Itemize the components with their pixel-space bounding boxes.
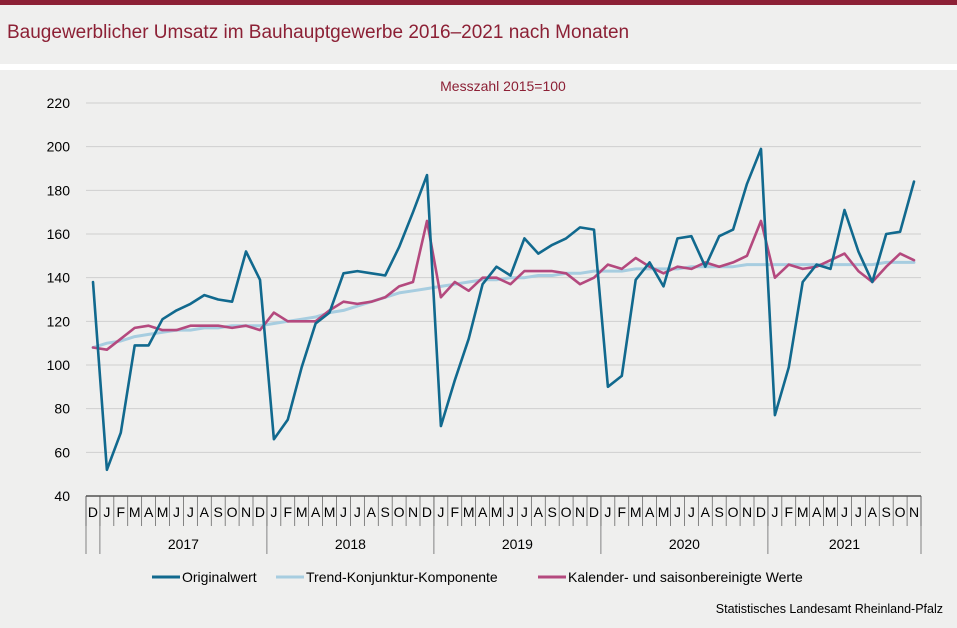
legend-label: Originalwert bbox=[182, 569, 257, 585]
series-lines bbox=[91, 147, 916, 472]
year-label: 2019 bbox=[502, 536, 533, 552]
legend-label: Trend-Konjunktur-Komponente bbox=[306, 569, 498, 585]
month-label: A bbox=[812, 504, 822, 520]
month-label: A bbox=[478, 504, 488, 520]
y-tick-label: 160 bbox=[47, 226, 71, 242]
month-label: J bbox=[507, 504, 514, 520]
month-label: M bbox=[157, 504, 169, 520]
gridlines bbox=[86, 102, 921, 453]
legend-label: Kalender- und saisonbereinigte Werte bbox=[568, 569, 803, 585]
month-label: N bbox=[575, 504, 585, 520]
month-label: A bbox=[645, 504, 655, 520]
month-label: F bbox=[618, 504, 627, 520]
year-label: 2018 bbox=[335, 536, 366, 552]
month-label: A bbox=[868, 504, 878, 520]
month-label: J bbox=[354, 504, 361, 520]
month-label: O bbox=[728, 504, 739, 520]
brand-top-bar bbox=[0, 0, 957, 5]
month-label: M bbox=[658, 504, 670, 520]
legend: Originalwert Trend-Konjunktur-Komponente K… bbox=[152, 569, 803, 585]
month-label: F bbox=[451, 504, 460, 520]
month-label: A bbox=[367, 504, 377, 520]
month-label: N bbox=[742, 504, 752, 520]
month-label: S bbox=[214, 504, 223, 520]
month-label: F bbox=[117, 504, 126, 520]
header-separator bbox=[0, 64, 957, 70]
chart-title: Baugewerblicher Umsatz im Bauhauptgewerb… bbox=[7, 22, 630, 43]
month-label: A bbox=[701, 504, 711, 520]
month-label: S bbox=[715, 504, 724, 520]
month-label: A bbox=[144, 504, 154, 520]
month-label: M bbox=[491, 504, 503, 520]
month-label: J bbox=[270, 504, 277, 520]
month-label: J bbox=[340, 504, 347, 520]
month-label: D bbox=[756, 504, 766, 520]
month-label: J bbox=[841, 504, 848, 520]
month-label: J bbox=[688, 504, 695, 520]
month-label: O bbox=[394, 504, 405, 520]
year-label: 2020 bbox=[669, 536, 700, 552]
y-tick-label: 180 bbox=[47, 182, 71, 198]
y-tick-label: 100 bbox=[47, 357, 71, 373]
month-label: D bbox=[589, 504, 599, 520]
month-label: M bbox=[129, 504, 141, 520]
month-label: J bbox=[674, 504, 681, 520]
month-label: A bbox=[200, 504, 210, 520]
y-tick-label: 220 bbox=[47, 95, 71, 111]
month-label: J bbox=[521, 504, 528, 520]
month-label: N bbox=[241, 504, 251, 520]
month-label: M bbox=[797, 504, 809, 520]
series-line-adjusted bbox=[91, 219, 916, 352]
y-tick-label: 200 bbox=[47, 139, 71, 155]
month-label: S bbox=[381, 504, 390, 520]
month-label: M bbox=[324, 504, 336, 520]
month-label: J bbox=[855, 504, 862, 520]
month-label: A bbox=[311, 504, 321, 520]
series-line-trend bbox=[91, 260, 916, 349]
year-label: 2017 bbox=[168, 536, 199, 552]
month-label: S bbox=[548, 504, 557, 520]
month-label: F bbox=[785, 504, 794, 520]
month-label: O bbox=[227, 504, 238, 520]
month-label: M bbox=[463, 504, 475, 520]
month-label: N bbox=[408, 504, 418, 520]
month-label: J bbox=[187, 504, 194, 520]
month-label: M bbox=[825, 504, 837, 520]
series-line-original bbox=[91, 147, 916, 472]
month-label: O bbox=[561, 504, 572, 520]
month-label: J bbox=[103, 504, 110, 520]
chart-subtitle: Messzahl 2015=100 bbox=[440, 78, 566, 94]
source-note: Statistisches Landesamt Rheinland-Pfalz bbox=[715, 602, 943, 616]
month-label: F bbox=[284, 504, 293, 520]
year-label: 2021 bbox=[829, 536, 860, 552]
month-label: J bbox=[437, 504, 444, 520]
month-label: J bbox=[604, 504, 611, 520]
month-label: O bbox=[895, 504, 906, 520]
month-label: J bbox=[173, 504, 180, 520]
y-tick-label: 60 bbox=[54, 444, 70, 460]
y-tick-label: 80 bbox=[54, 401, 70, 417]
month-label: D bbox=[255, 504, 265, 520]
y-tick-label: 120 bbox=[47, 313, 71, 329]
y-tick-label: 40 bbox=[54, 488, 70, 504]
y-tick-label: 140 bbox=[47, 270, 71, 286]
month-label: M bbox=[630, 504, 642, 520]
month-label: J bbox=[771, 504, 778, 520]
month-label: N bbox=[909, 504, 919, 520]
month-label: D bbox=[88, 504, 98, 520]
month-label: A bbox=[534, 504, 544, 520]
month-label: M bbox=[296, 504, 308, 520]
month-label: S bbox=[882, 504, 891, 520]
month-label: D bbox=[422, 504, 432, 520]
